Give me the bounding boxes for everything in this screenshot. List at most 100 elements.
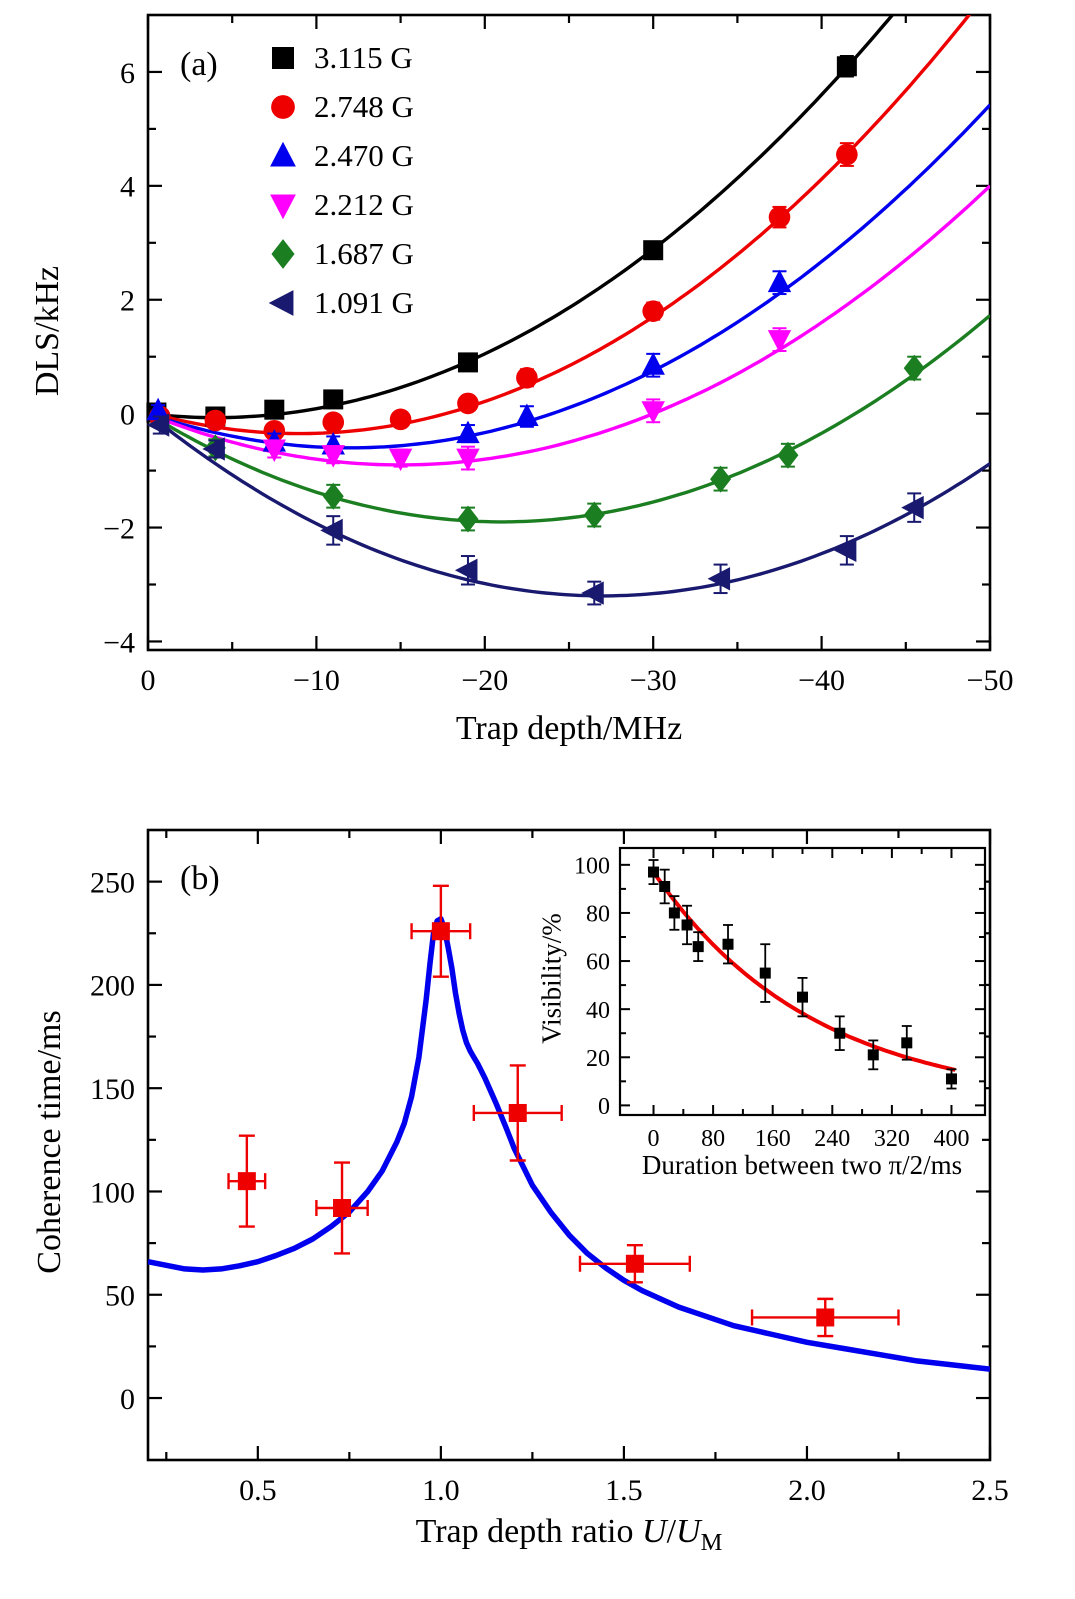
panel-b-xaxis-title-slash: / (666, 1513, 677, 1550)
panel-a-ytick-label: 2 (120, 285, 135, 318)
data-point (867, 1049, 879, 1061)
data-point (777, 441, 799, 469)
panel-a-xtick-label: −10 (293, 664, 340, 697)
legend-item: 1.687 G (266, 236, 414, 272)
panel-a-series-1.091-G (146, 413, 924, 606)
panel-a-letter: (a) (180, 46, 218, 83)
inset-ytick-label: 20 (586, 1046, 610, 1072)
legend-item: 2.470 G (266, 138, 414, 174)
inset-fit-curve (651, 870, 956, 1072)
inset-ytick-label: 100 (574, 853, 610, 879)
data-point (692, 941, 704, 953)
data-point (643, 240, 664, 261)
legend-item: 1.091 G (266, 285, 414, 321)
circle-legend-icon (271, 95, 295, 119)
inset-xaxis-title: Duration between two π/2/ms (641, 1150, 963, 1180)
inset-ytick-label: 80 (586, 902, 610, 928)
legend-item: 3.115 G (266, 40, 414, 76)
inset-frame (618, 846, 987, 1117)
data-point (768, 206, 791, 228)
panel-a-yaxis-title: DLS/kHz (29, 265, 66, 397)
inset-xtick-label: 80 (701, 1126, 725, 1152)
panel-a-series-1.687-G (204, 354, 925, 533)
legend-marker (268, 290, 294, 316)
fit-curve-1.687-G (148, 314, 990, 524)
panel-a-xaxis-title: Trap depth/MHz (455, 710, 683, 747)
inset-ytick-label: 40 (586, 998, 610, 1024)
legend-marker (271, 239, 295, 269)
data-point (816, 1308, 835, 1327)
panel-a-xtick-label: −20 (461, 664, 508, 697)
legend-item-label: 2.212 G (314, 187, 414, 222)
panel-b-xtick-label: 1.5 (605, 1474, 643, 1507)
inset-xtick-label: 160 (755, 1126, 791, 1152)
data-point (681, 919, 693, 931)
data-point (581, 581, 604, 605)
panel-b-frame (146, 828, 992, 1462)
data-point (625, 1254, 644, 1273)
data-point (320, 518, 343, 543)
data-point (431, 922, 450, 941)
data-point (264, 399, 285, 420)
data-point (389, 408, 412, 431)
data-point (903, 354, 925, 382)
data-point (321, 445, 345, 468)
inset-ytick-label: 60 (586, 950, 610, 976)
fit-curve-1.091-G (148, 412, 990, 598)
data-point (836, 56, 857, 77)
data-point (146, 397, 170, 421)
data-point (237, 1172, 256, 1191)
data-point (759, 967, 771, 979)
panel-a-xtick-label: 0 (141, 664, 156, 697)
panel-b-ytick-label: 250 (90, 866, 135, 899)
legend-item: 2.212 G (266, 187, 414, 223)
data-point (457, 505, 479, 533)
data-point (668, 907, 680, 919)
data-point (767, 269, 792, 293)
data-point (454, 558, 478, 582)
triangle-left-legend-icon (268, 290, 294, 316)
data-point (322, 411, 345, 433)
inset-ytick-label: 0 (598, 1094, 610, 1120)
data-point (456, 420, 480, 444)
panel-b-data-points (227, 884, 900, 1338)
panel-b-letter: (b) (180, 860, 220, 897)
panel-b-xtick-label: 1.0 (422, 1474, 460, 1507)
data-point (457, 392, 479, 415)
data-point (457, 352, 478, 373)
data-point (204, 409, 227, 432)
triangle-down-legend-icon (270, 194, 296, 220)
data-point (767, 330, 792, 353)
legend-item-label: 3.115 G (314, 40, 413, 75)
data-point (583, 501, 605, 529)
data-point (901, 1037, 913, 1049)
panel-b-ytick-label: 0 (120, 1383, 135, 1416)
data-point (945, 1073, 957, 1085)
legend-marker (270, 141, 296, 167)
data-point (333, 1199, 352, 1217)
data-point (901, 495, 924, 520)
panel-b-xaxis-title-u1: U (642, 1513, 667, 1550)
panel-b-model-curve (148, 916, 990, 1372)
data-point (648, 866, 660, 878)
panel-a-xtick-label: −30 (630, 664, 677, 697)
legend-item-label: 1.687 G (314, 236, 414, 271)
data-point (642, 300, 664, 322)
data-point (202, 437, 225, 461)
inset-data-points (648, 859, 957, 1090)
data-point (834, 1027, 846, 1039)
inset-xtick-label: 400 (933, 1126, 969, 1152)
panel-a-xtick-label: −50 (967, 664, 1014, 697)
data-point (710, 465, 732, 493)
fit-curve-2.470-G (148, 103, 990, 450)
legend-marker (272, 47, 294, 69)
data-point (515, 403, 539, 427)
panel-b-ytick-label: 200 (90, 970, 135, 1003)
data-point (707, 567, 731, 591)
panel-b-xtick-label: 2.0 (788, 1474, 826, 1507)
inset-xtick-label: 320 (874, 1126, 910, 1152)
data-point (262, 439, 286, 462)
